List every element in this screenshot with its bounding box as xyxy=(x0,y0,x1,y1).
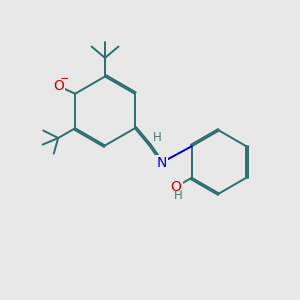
Text: O: O xyxy=(53,79,64,93)
Text: H: H xyxy=(174,189,183,202)
Text: −: − xyxy=(60,74,70,84)
Text: O: O xyxy=(171,180,182,194)
Text: H: H xyxy=(153,131,162,145)
Text: N: N xyxy=(156,156,167,170)
